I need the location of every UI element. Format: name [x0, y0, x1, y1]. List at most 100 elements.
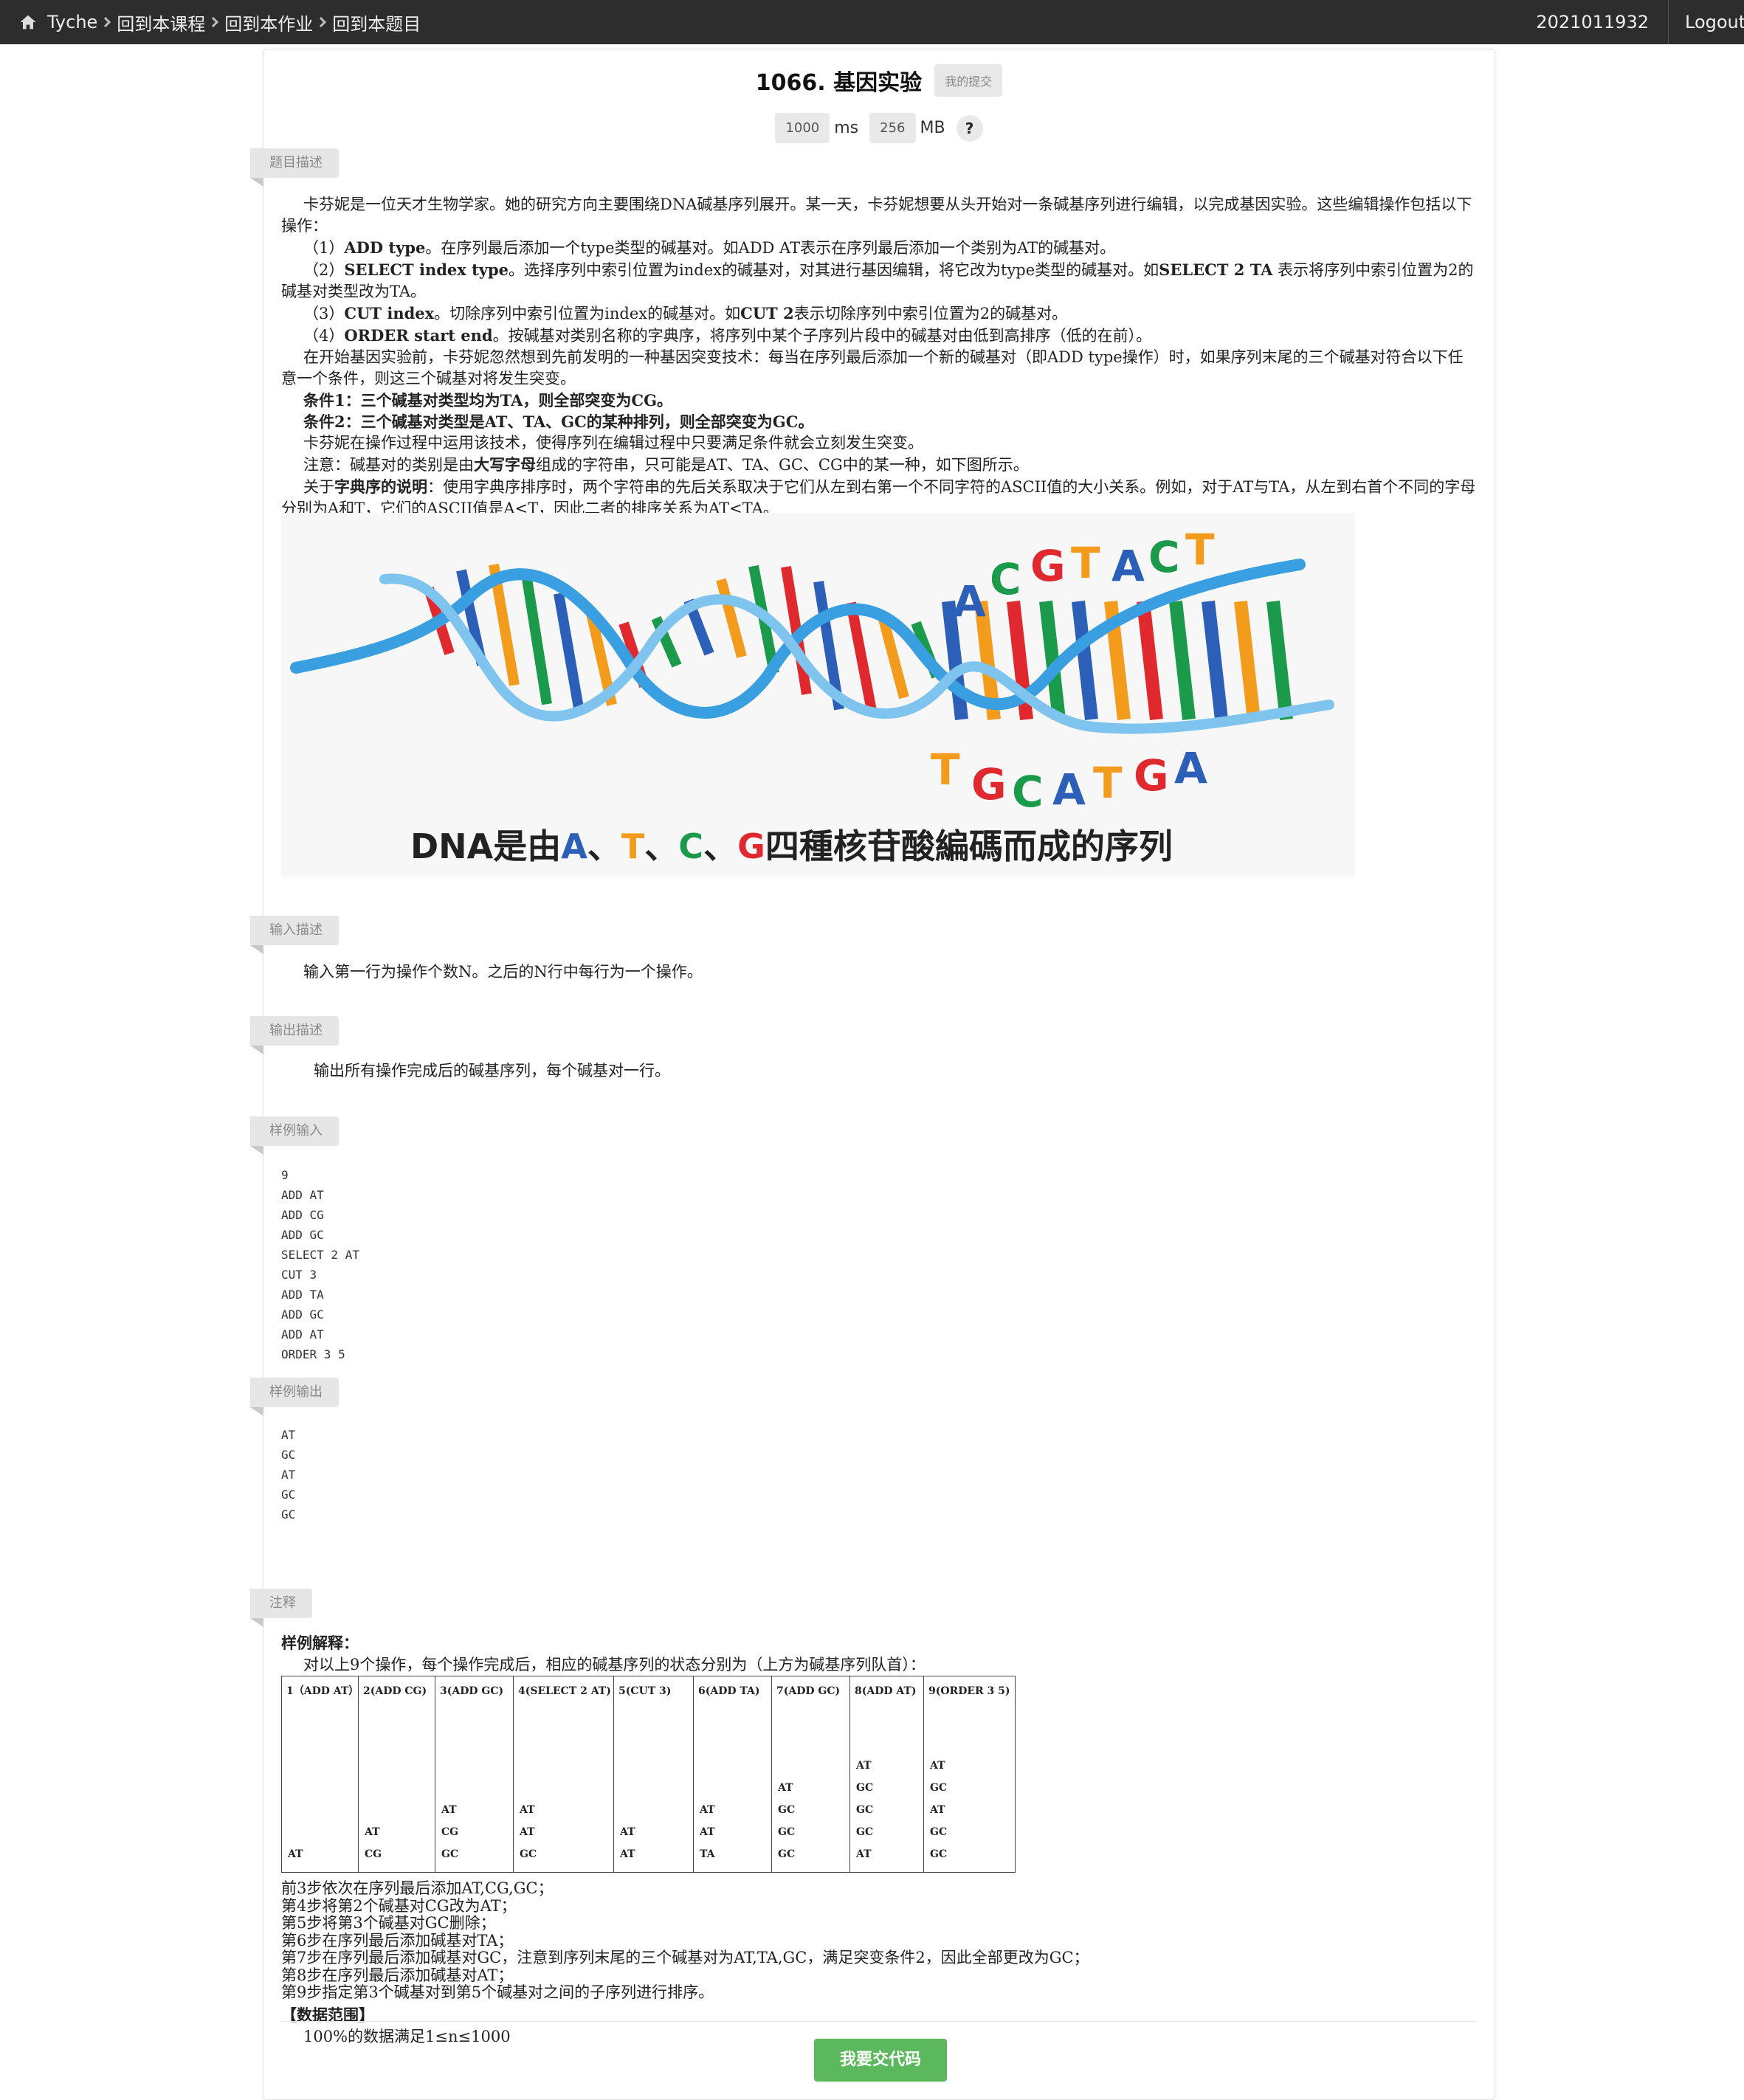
- base-letter: A: [953, 576, 986, 626]
- code-line: GC: [281, 1448, 296, 1462]
- op-order: （4）ORDER start end。按碱基对类别名称的字典序，将序列中某个子序…: [281, 325, 1477, 347]
- op-text: 表示切除序列中索引位置为2的碱基对。: [793, 305, 1068, 322]
- code-line: AT: [281, 1468, 296, 1482]
- cell-stack: AT GC GC GC AT: [856, 1755, 873, 1865]
- helix-strand-top: [290, 559, 1306, 719]
- base-pair: AT: [778, 1782, 793, 1794]
- input-description: 输入第一行为操作个数N。之后的N行中每行为一个操作。: [303, 963, 703, 981]
- cell-content: 1（ADD AT） AT: [282, 1676, 359, 1871]
- helix-strand-bottom: [379, 573, 1334, 734]
- base-pair: AT: [700, 1804, 715, 1816]
- brand-link[interactable]: Tyche: [47, 12, 98, 32]
- base-pair: AT: [700, 1826, 715, 1838]
- table-cell: 2(ADD CG) AT CG: [358, 1676, 435, 1873]
- cell-header: 7(ADD GC): [776, 1685, 841, 1697]
- base-pair-rung: [1234, 600, 1261, 721]
- code-line: GC: [281, 1507, 296, 1522]
- base-pair-rung: [521, 573, 552, 705]
- output-section: 输出所有操作完成后的碱基序列，每个碱基对一行。: [281, 1060, 1477, 1082]
- cell-content: 8(ADD AT) AT GC GC GC AT: [850, 1676, 923, 1871]
- crumb-assignment[interactable]: 回到本作业: [224, 13, 314, 35]
- help-button[interactable]: ?: [956, 114, 983, 142]
- table-cell: 8(ADD AT) AT GC GC GC AT: [849, 1676, 924, 1873]
- data-range: 100%的数据满足1≤n≤1000: [303, 2027, 511, 2045]
- base-pair: AT: [365, 1826, 380, 1838]
- submit-code-button[interactable]: 我要交代码: [814, 2039, 947, 2082]
- home-icon[interactable]: [18, 12, 38, 32]
- base-pair: AT: [620, 1826, 635, 1838]
- base-letter: A: [1111, 541, 1145, 591]
- page-title: 1066. 基因实验: [755, 70, 923, 96]
- op-cmd: ORDER start end: [344, 326, 493, 345]
- section-tag-description: 题目描述: [250, 148, 339, 187]
- table-cell: 1（ADD AT） AT: [281, 1676, 359, 1873]
- crumb-problem[interactable]: 回到本题目: [332, 13, 421, 35]
- base-pair-rung: [1169, 600, 1196, 721]
- cell-header: 3(ADD GC): [440, 1685, 504, 1697]
- lexicographic-note: 关于字典序的说明：使用字典序排序时，两个字符串的先后关系取决于它们从左到右第一个…: [281, 476, 1477, 519]
- base-pair: GC: [520, 1848, 537, 1860]
- base-pair: CG: [441, 1826, 459, 1838]
- base-pair: CG: [365, 1848, 382, 1860]
- caption-sep: 、: [703, 826, 737, 866]
- table-cell: 5(CUT 3) AT AT: [613, 1676, 694, 1873]
- code-line: ADD GC: [281, 1308, 324, 1322]
- note-text: ：使用字典序排序时，两个字符串的先后关系取决于它们从左到右第一个不同字符的ASC…: [281, 478, 1476, 517]
- base-pair: AT: [441, 1804, 457, 1816]
- my-submissions-button[interactable]: 我的提交: [934, 64, 1003, 97]
- op-cut: （3）CUT index。切除序列中索引位置为index的碱基对。如CUT 2表…: [281, 303, 1477, 325]
- code-line: AT: [281, 1428, 296, 1442]
- base-pair: AT: [930, 1804, 945, 1816]
- memory-limit-badge: 256: [869, 113, 916, 143]
- output-description: 输出所有操作完成后的碱基序列，每个碱基对一行。: [314, 1062, 670, 1080]
- step-line: 第6步在序列最后添加碱基对TA；: [281, 1931, 514, 1949]
- cell-stack: AT CG GC: [441, 1799, 458, 1865]
- note-text: 组成的字符串，只可能是AT、TA、GC、CG中的某一种，如下图所示。: [536, 456, 1029, 474]
- code-line: 9: [281, 1168, 289, 1182]
- base-pair-rung: [1039, 600, 1066, 721]
- steps-explanation: 前3步依次在序列最后添加AT,CG,GC； 第4步将第2个碱基对CG改为AT； …: [281, 1879, 1477, 2002]
- sequence-state-table: 1（ADD AT） AT 2(ADD CG) AT CG 3(ADD GC) AT CG GC 4…: [281, 1676, 1016, 1873]
- caption-text: DNA是由: [410, 826, 561, 866]
- base-pair: TA: [700, 1848, 715, 1860]
- code-line: ADD GC: [281, 1228, 324, 1242]
- notes-heading: 样例解释：: [281, 1634, 359, 1652]
- cell-stack: AT AT: [620, 1821, 635, 1865]
- base-pair: GC: [856, 1826, 874, 1838]
- cell-header: 2(ADD CG): [363, 1685, 427, 1697]
- logout-link[interactable]: Logout: [1685, 12, 1744, 32]
- base-pair-rung: [1266, 600, 1293, 721]
- table-cell: 7(ADD GC) AT GC GC GC: [771, 1676, 850, 1873]
- base-letter: A: [1052, 764, 1086, 815]
- cell-header: 6(ADD TA): [698, 1685, 760, 1697]
- step-line: 第4步将第2个碱基对CG改为AT；: [281, 1896, 517, 1915]
- section-tag-input: 输入描述: [250, 916, 339, 954]
- base-pair: GC: [930, 1782, 948, 1794]
- base-pair: AT: [288, 1848, 303, 1860]
- cell-header: 8(ADD AT): [855, 1685, 917, 1697]
- base-pair: GC: [930, 1848, 948, 1860]
- user-id[interactable]: 2021011932: [1517, 0, 1669, 44]
- cell-stack: AT AT GC: [520, 1799, 537, 1865]
- base-letter: G: [971, 759, 1007, 809]
- base-pair-rung: [1137, 600, 1163, 721]
- code-line: ADD CG: [281, 1208, 324, 1222]
- op-cmd: SELECT index type: [344, 260, 509, 279]
- base-letter: C: [990, 554, 1021, 604]
- cell-content: 3(ADD GC) AT CG GC: [435, 1676, 513, 1871]
- crumb-course[interactable]: 回到本课程: [117, 13, 206, 35]
- base-letter: C: [1148, 532, 1180, 582]
- code-line: ADD AT: [281, 1188, 324, 1202]
- cell-header: 4(SELECT 2 AT): [518, 1685, 611, 1697]
- notes-section: 样例解释： 对以上9个操作，每个操作完成后，相应的碱基序列的状态分别为（上方为碱…: [281, 1633, 1477, 2048]
- intro-paragraph: 卡芬妮是一位天才生物学家。她的研究方向主要围绕DNA碱基序列展开。某一天，卡芬妮…: [281, 196, 1472, 235]
- data-range-title: 【数据范围】: [281, 2006, 374, 2024]
- sample-input-block: 9 ADD AT ADD CG ADD GC SELECT 2 AT CUT 3…: [281, 1165, 1477, 1364]
- divider: [281, 2021, 1477, 2022]
- section-tag-sample-input: 样例输入: [250, 1116, 339, 1155]
- time-limit-badge: 1000: [775, 113, 830, 143]
- base-letter: G: [1134, 750, 1169, 801]
- chevron-right-icon: [100, 16, 111, 28]
